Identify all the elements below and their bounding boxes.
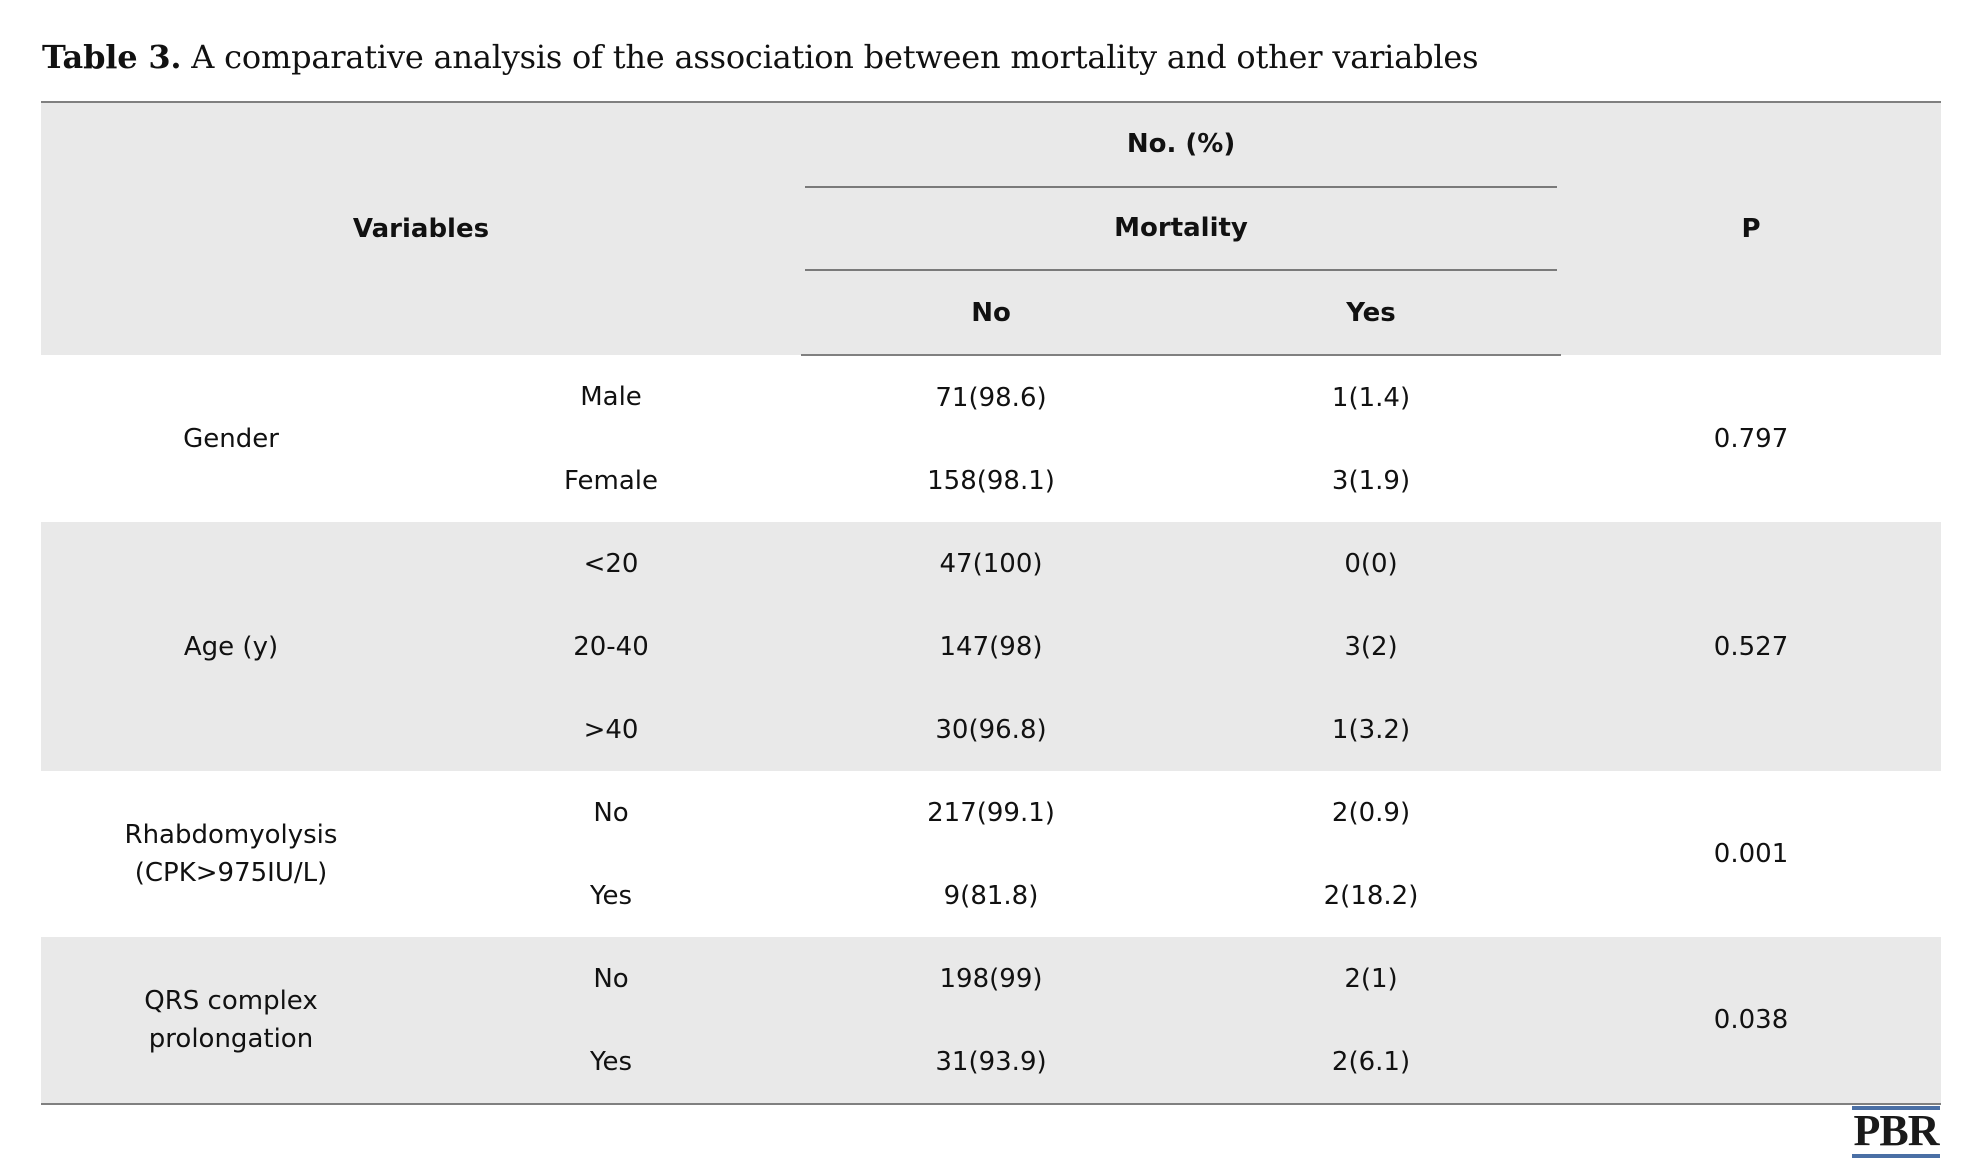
table-title: A comparative analysis of the associatio… [181, 38, 1479, 76]
pbr-logo: PBR [1852, 1106, 1940, 1158]
header-yes: Yes [1181, 271, 1562, 356]
table-row: Yes 9(81.8) 2(18.2) [41, 854, 1941, 937]
table-row: Rhabdomyolysis (CPK>975IU/L) No 217(99.1… [41, 771, 1941, 889]
table-row: Gender Male 71(98.6) 1(1.4) 0.797 [41, 355, 1941, 454]
mortality-table: Variables No. (%) P Mortality No Yes Gen… [41, 101, 1942, 1105]
p-cell: 0.038 [1561, 937, 1942, 1104]
table-row: 20-40 147(98) 3(2) [41, 605, 1941, 688]
header-mortality-cell: Mortality [801, 188, 1561, 271]
yes-cell: 2(18.2) [1323, 880, 1419, 911]
p-cell: 0.001 [1713, 839, 1789, 869]
yes-cell: 2(6.1) [1181, 1020, 1562, 1104]
table-row: >40 30(96.8) 1(3.2) [41, 688, 1941, 771]
header-p: P [1741, 214, 1761, 244]
p-cell: 0.527 [1561, 522, 1942, 771]
yes-cell: 2(0.9) [1331, 797, 1411, 828]
no-cell: 30(96.8) [801, 688, 1182, 771]
header-no: No [801, 271, 1182, 356]
group-label: QRS complex prolongation [41, 937, 421, 1104]
group-label-line2: prolongation [148, 1024, 314, 1054]
group-label: Gender [183, 423, 279, 454]
level-cell: Male [580, 382, 642, 412]
level-cell: Yes [590, 880, 632, 911]
yes-cell: 3(1.9) [1331, 465, 1411, 496]
level-cell: No [593, 797, 629, 828]
level-cell: Female [564, 465, 659, 496]
yes-cell: 1(1.4) [1331, 382, 1411, 413]
no-cell: 71(98.6) [935, 382, 1047, 413]
table-caption: Table 3. A comparative analysis of the a… [42, 38, 1479, 76]
table-label: Table 3. [42, 38, 182, 76]
group-label: Age (y) [41, 522, 421, 771]
no-cell: 217(99.1) [927, 797, 1055, 828]
no-cell: 147(98) [801, 605, 1182, 688]
table-row: Yes 31(93.9) 2(6.1) [41, 1020, 1941, 1104]
yes-cell: 3(2) [1181, 605, 1562, 688]
no-cell: 31(93.9) [801, 1020, 1182, 1104]
level-cell: 20-40 [421, 605, 802, 688]
no-cell: 158(98.1) [927, 465, 1055, 496]
table-row: QRS complex prolongation No 198(99) 2(1)… [41, 937, 1942, 1104]
level-cell: Yes [421, 1020, 802, 1104]
table-header: Variables No. (%) P Mortality No Yes [41, 102, 1942, 356]
yes-cell: 2(1) [1181, 937, 1562, 1020]
group-label-line2: (CPK>975IU/L) [134, 858, 328, 888]
no-cell: 9(81.8) [943, 880, 1039, 911]
header-no-pct-cell: No. (%) [801, 102, 1561, 188]
no-cell: 198(99) [801, 937, 1182, 1020]
table-row: Age (y) <20 47(100) 0(0) 0.527 [41, 522, 1942, 771]
group-label-line1: Rhabdomyolysis [124, 820, 338, 850]
level-cell: No [421, 937, 802, 1020]
group-label-line1: QRS complex [144, 986, 318, 1016]
table-row: Female 158(98.1) 3(1.9) [41, 439, 1941, 522]
header-no-pct: No. (%) [805, 103, 1558, 188]
table-body: Gender Male 71(98.6) 1(1.4) 0.797 Female… [41, 355, 1942, 1104]
logo-bottom-bar [1852, 1154, 1940, 1158]
group-label: Rhabdomyolysis (CPK>975IU/L) [41, 771, 421, 937]
yes-cell: 0(0) [1181, 522, 1562, 605]
header-mortality: Mortality [805, 188, 1558, 271]
logo-top-bar [1852, 1106, 1940, 1110]
header-variables: Variables [352, 214, 490, 244]
level-cell: <20 [421, 522, 802, 605]
no-cell: 47(100) [801, 522, 1182, 605]
yes-cell: 1(3.2) [1181, 688, 1562, 771]
level-cell: >40 [421, 688, 802, 771]
p-cell: 0.797 [1713, 423, 1789, 454]
logo-text: PBR [1853, 1106, 1940, 1155]
